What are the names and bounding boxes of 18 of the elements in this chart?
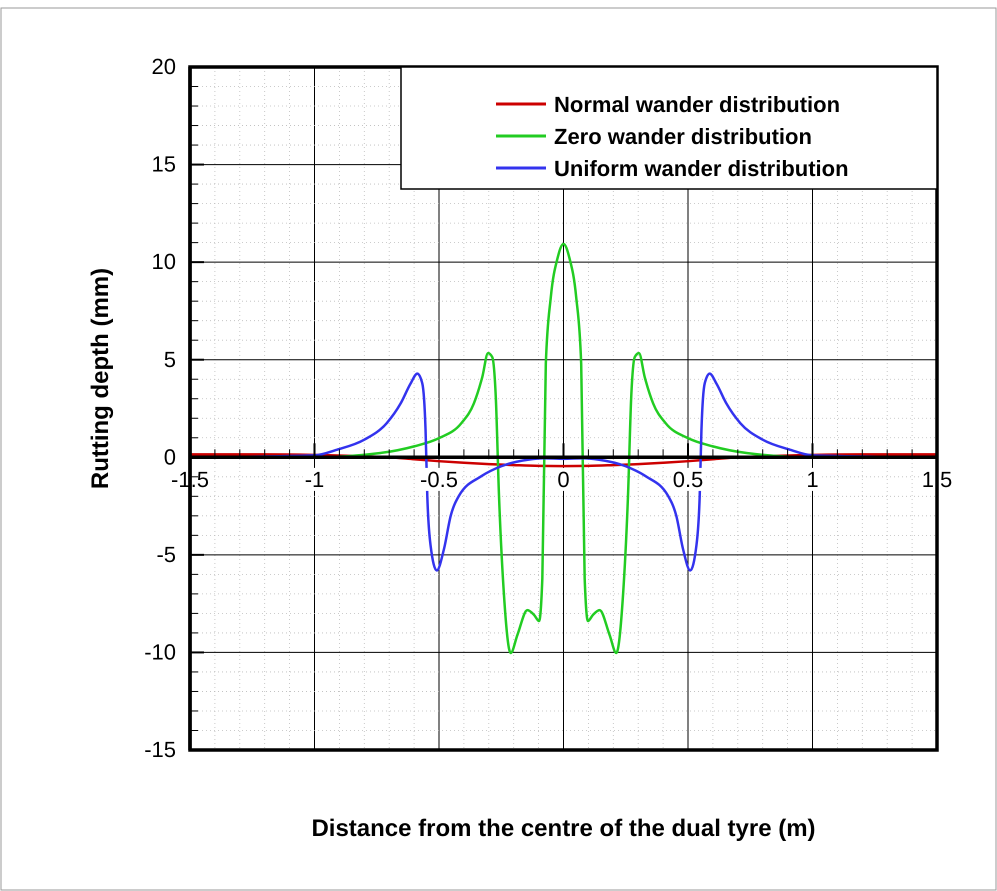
legend-label: Zero wander distribution xyxy=(554,124,812,149)
legend-label: Uniform wander distribution xyxy=(554,156,849,181)
y-tick-label: -10 xyxy=(144,639,176,664)
y-tick-label: 10 xyxy=(152,249,176,274)
x-tick-label: -0.5 xyxy=(420,466,458,492)
legend-label: Normal wander distribution xyxy=(554,92,840,117)
x-axis-title: Distance from the centre of the dual tyre (m) xyxy=(311,815,816,842)
y-tick-label: 15 xyxy=(152,152,176,177)
x-tick-label: -1 xyxy=(304,466,324,492)
y-tick-label: 20 xyxy=(152,54,176,80)
x-tick-label: 0 xyxy=(557,466,570,492)
y-tick-label: 5 xyxy=(164,346,176,372)
x-tick-label: 0.5 xyxy=(672,466,704,492)
y-tick-label: 0 xyxy=(164,444,176,470)
y-axis-title: Rutting depth (mm) xyxy=(87,268,114,490)
x-tick-label: 1 xyxy=(806,466,819,492)
y-tick-label: -15 xyxy=(144,737,176,762)
y-tick-label: -5 xyxy=(156,542,176,567)
